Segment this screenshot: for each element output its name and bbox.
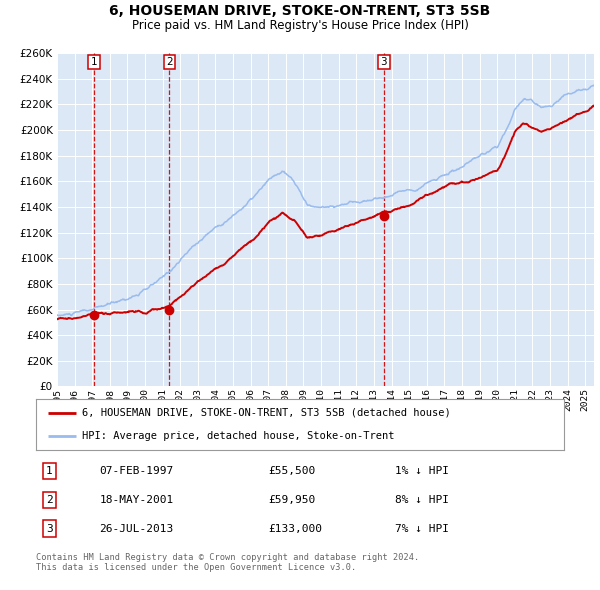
Text: 3: 3: [380, 57, 387, 67]
Text: 26-JUL-2013: 26-JUL-2013: [100, 523, 173, 533]
Text: 2: 2: [46, 495, 53, 505]
Text: Contains HM Land Registry data © Crown copyright and database right 2024.
This d: Contains HM Land Registry data © Crown c…: [36, 553, 419, 572]
Text: 2: 2: [166, 57, 173, 67]
Text: 7% ↓ HPI: 7% ↓ HPI: [395, 523, 449, 533]
Text: HPI: Average price, detached house, Stoke-on-Trent: HPI: Average price, detached house, Stok…: [82, 431, 395, 441]
Text: 8% ↓ HPI: 8% ↓ HPI: [395, 495, 449, 505]
Text: £133,000: £133,000: [268, 523, 322, 533]
Text: £55,500: £55,500: [268, 466, 316, 476]
Text: Price paid vs. HM Land Registry's House Price Index (HPI): Price paid vs. HM Land Registry's House …: [131, 19, 469, 32]
Text: 1: 1: [46, 466, 53, 476]
Text: 6, HOUSEMAN DRIVE, STOKE-ON-TRENT, ST3 5SB: 6, HOUSEMAN DRIVE, STOKE-ON-TRENT, ST3 5…: [109, 4, 491, 18]
Text: £59,950: £59,950: [268, 495, 316, 505]
Text: 3: 3: [46, 523, 53, 533]
Text: 1: 1: [91, 57, 97, 67]
Text: 07-FEB-1997: 07-FEB-1997: [100, 466, 173, 476]
Text: 1% ↓ HPI: 1% ↓ HPI: [395, 466, 449, 476]
Text: 6, HOUSEMAN DRIVE, STOKE-ON-TRENT, ST3 5SB (detached house): 6, HOUSEMAN DRIVE, STOKE-ON-TRENT, ST3 5…: [82, 408, 451, 418]
Text: 18-MAY-2001: 18-MAY-2001: [100, 495, 173, 505]
